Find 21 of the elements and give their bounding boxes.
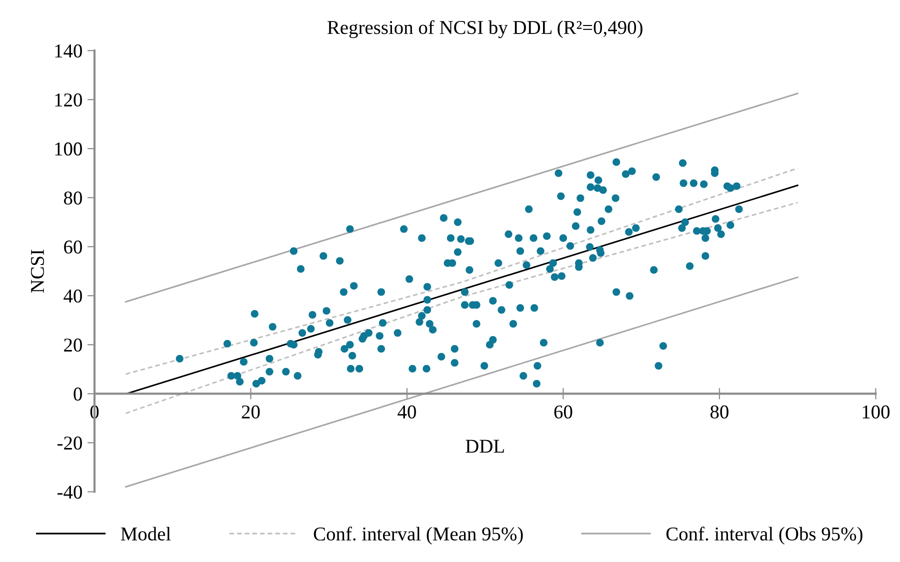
y-tick-label: 140 — [55, 44, 82, 58]
x-tick-label: 40 — [398, 405, 416, 419]
y-tick-label: -40 — [58, 486, 82, 499]
y-tick-label: 0 — [74, 388, 82, 401]
legend-label: Model — [120, 526, 171, 541]
legend-label: Conf. interval (Mean 95%) — [314, 526, 523, 544]
y-tick-label: 100 — [55, 142, 82, 156]
x-tick-label: 80 — [710, 405, 728, 419]
x-tick-label: 60 — [554, 405, 572, 419]
x-tick-label: 20 — [242, 405, 260, 419]
y-tick-label: -20 — [58, 436, 82, 450]
y-tick-label: 80 — [64, 191, 82, 205]
y-tick-label: 120 — [55, 93, 82, 107]
x-tick-label: 100 — [862, 405, 890, 419]
chart-title: Regression of NCSI by DDL (R²=0,490) — [327, 20, 642, 38]
y-tick-label: 60 — [64, 240, 82, 254]
legend-label: Conf. interval (Obs 95%) — [666, 526, 862, 544]
y-tick-label: 40 — [64, 289, 82, 303]
x-axis-title: DDL — [466, 440, 504, 453]
y-tick-label: 20 — [64, 338, 82, 352]
y-axis-title: NCSI — [30, 250, 44, 293]
